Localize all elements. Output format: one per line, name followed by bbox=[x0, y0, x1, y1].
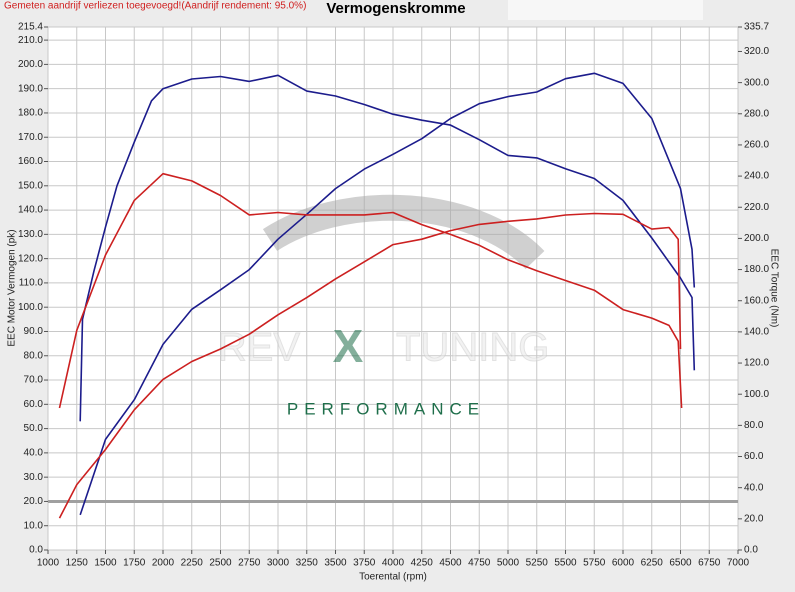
y2-tick-label: 80.0 bbox=[744, 420, 764, 431]
x-tick-label: 5250 bbox=[526, 558, 549, 569]
y-tick-label: 60.0 bbox=[24, 399, 44, 410]
y2-tick-label: 160.0 bbox=[744, 295, 769, 306]
x-tick-label: 1750 bbox=[123, 558, 146, 569]
y2-tick-label: 200.0 bbox=[744, 233, 769, 244]
y2-tick-label: 300.0 bbox=[744, 77, 769, 88]
y-tick-label: 200.0 bbox=[18, 59, 43, 70]
logo: REV X TUNING bbox=[217, 194, 550, 372]
x-tick-label: 1500 bbox=[94, 558, 117, 569]
x-tick-label: 3750 bbox=[353, 558, 376, 569]
y2-tick-label: 335.7 bbox=[744, 22, 769, 33]
y-tick-label: 215.4 bbox=[18, 22, 43, 33]
y-tick-label: 0.0 bbox=[29, 545, 43, 556]
x-tick-label: 5000 bbox=[497, 558, 520, 569]
x-tick-label: 6000 bbox=[612, 558, 635, 569]
panel bbox=[508, 0, 703, 20]
x-tick-label: 4750 bbox=[468, 558, 491, 569]
x-tick-label: 2750 bbox=[238, 558, 261, 569]
y-tick-label: 80.0 bbox=[24, 350, 44, 361]
y2-axis-label: EEC Torque (Nm) bbox=[768, 249, 779, 328]
y-tick-label: 110.0 bbox=[19, 278, 44, 289]
line-series bbox=[79, 74, 696, 422]
y2-tick-label: 280.0 bbox=[744, 108, 769, 119]
y-tick-label: 160.0 bbox=[18, 156, 43, 167]
x-tick-label: 3000 bbox=[267, 558, 290, 569]
y2-tick-label: 220.0 bbox=[744, 202, 769, 213]
line-series bbox=[58, 172, 683, 409]
y-tick-label: 170.0 bbox=[18, 132, 43, 143]
y2-tick-label: 40.0 bbox=[744, 482, 764, 493]
y-tick-label: 190.0 bbox=[18, 83, 43, 94]
y-tick-label: 10.0 bbox=[24, 520, 44, 531]
y2-tick-label: 20.0 bbox=[744, 513, 764, 524]
line-series bbox=[58, 212, 682, 519]
y2-tick-label: 260.0 bbox=[744, 140, 769, 151]
y-tick-label: 90.0 bbox=[24, 326, 44, 337]
y-tick-label: 70.0 bbox=[24, 375, 44, 386]
x-tick-label: 1000 bbox=[37, 558, 60, 569]
x-tick-label: 5750 bbox=[583, 558, 606, 569]
y2-tick-label: 120.0 bbox=[744, 358, 769, 369]
logo-tagline: PERFORMANCE bbox=[287, 399, 485, 418]
y2-tick-label: 320.0 bbox=[744, 46, 769, 57]
chart-title: Vermogenskromme bbox=[326, 0, 465, 17]
y-tick-label: 20.0 bbox=[24, 496, 44, 507]
logo-left: REV bbox=[218, 326, 301, 370]
logo-arc bbox=[262, 194, 545, 270]
y-tick-label: 40.0 bbox=[24, 448, 44, 459]
y2-tick-label: 240.0 bbox=[744, 171, 769, 182]
y-tick-label: 100.0 bbox=[18, 302, 43, 313]
y-tick-label: 180.0 bbox=[18, 108, 43, 119]
y-tick-label: 150.0 bbox=[18, 180, 43, 191]
y2-tick-label: 60.0 bbox=[744, 451, 764, 462]
line-series bbox=[79, 72, 696, 516]
y2-tick-label: 180.0 bbox=[744, 264, 769, 275]
y-tick-label: 120.0 bbox=[18, 253, 43, 264]
note: Gemeten aandrijf verliezen toegevoegd!(A… bbox=[4, 1, 306, 12]
x-tick-label: 3250 bbox=[296, 558, 319, 569]
x-tick-label: 4000 bbox=[382, 558, 405, 569]
x-tick-label: 6500 bbox=[669, 558, 692, 569]
y-tick-label: 130.0 bbox=[18, 229, 43, 240]
y-axis-label: EEC Motor Vermogen (pk) bbox=[7, 229, 18, 346]
x-tick-label: 4500 bbox=[439, 558, 462, 569]
x-tick-label: 5500 bbox=[554, 558, 577, 569]
x-tick-label: 2500 bbox=[209, 558, 232, 569]
y-tick-label: 30.0 bbox=[24, 472, 44, 483]
x-axis-label: Toerental (rpm) bbox=[359, 572, 427, 583]
y-tick-label: 140.0 bbox=[18, 205, 43, 216]
x-tick-label: 6750 bbox=[698, 558, 721, 569]
x-tick-label: 6250 bbox=[641, 558, 664, 569]
x-tick-label: 4250 bbox=[411, 558, 434, 569]
x-tick-label: 1250 bbox=[66, 558, 89, 569]
x-tick-label: 3500 bbox=[324, 558, 347, 569]
y-tick-label: 50.0 bbox=[24, 423, 44, 434]
x-tick-label: 2250 bbox=[181, 558, 204, 569]
y2-tick-label: 140.0 bbox=[744, 327, 769, 338]
logo-mark: X bbox=[333, 320, 364, 372]
y2-tick-label: 0.0 bbox=[744, 545, 758, 556]
y2-tick-label: 100.0 bbox=[744, 389, 769, 400]
y-tick-label: 210.0 bbox=[18, 35, 43, 46]
x-tick-label: 2000 bbox=[152, 558, 175, 569]
logo-right: TUNING bbox=[396, 326, 549, 370]
x-tick-label: 7000 bbox=[727, 558, 750, 569]
